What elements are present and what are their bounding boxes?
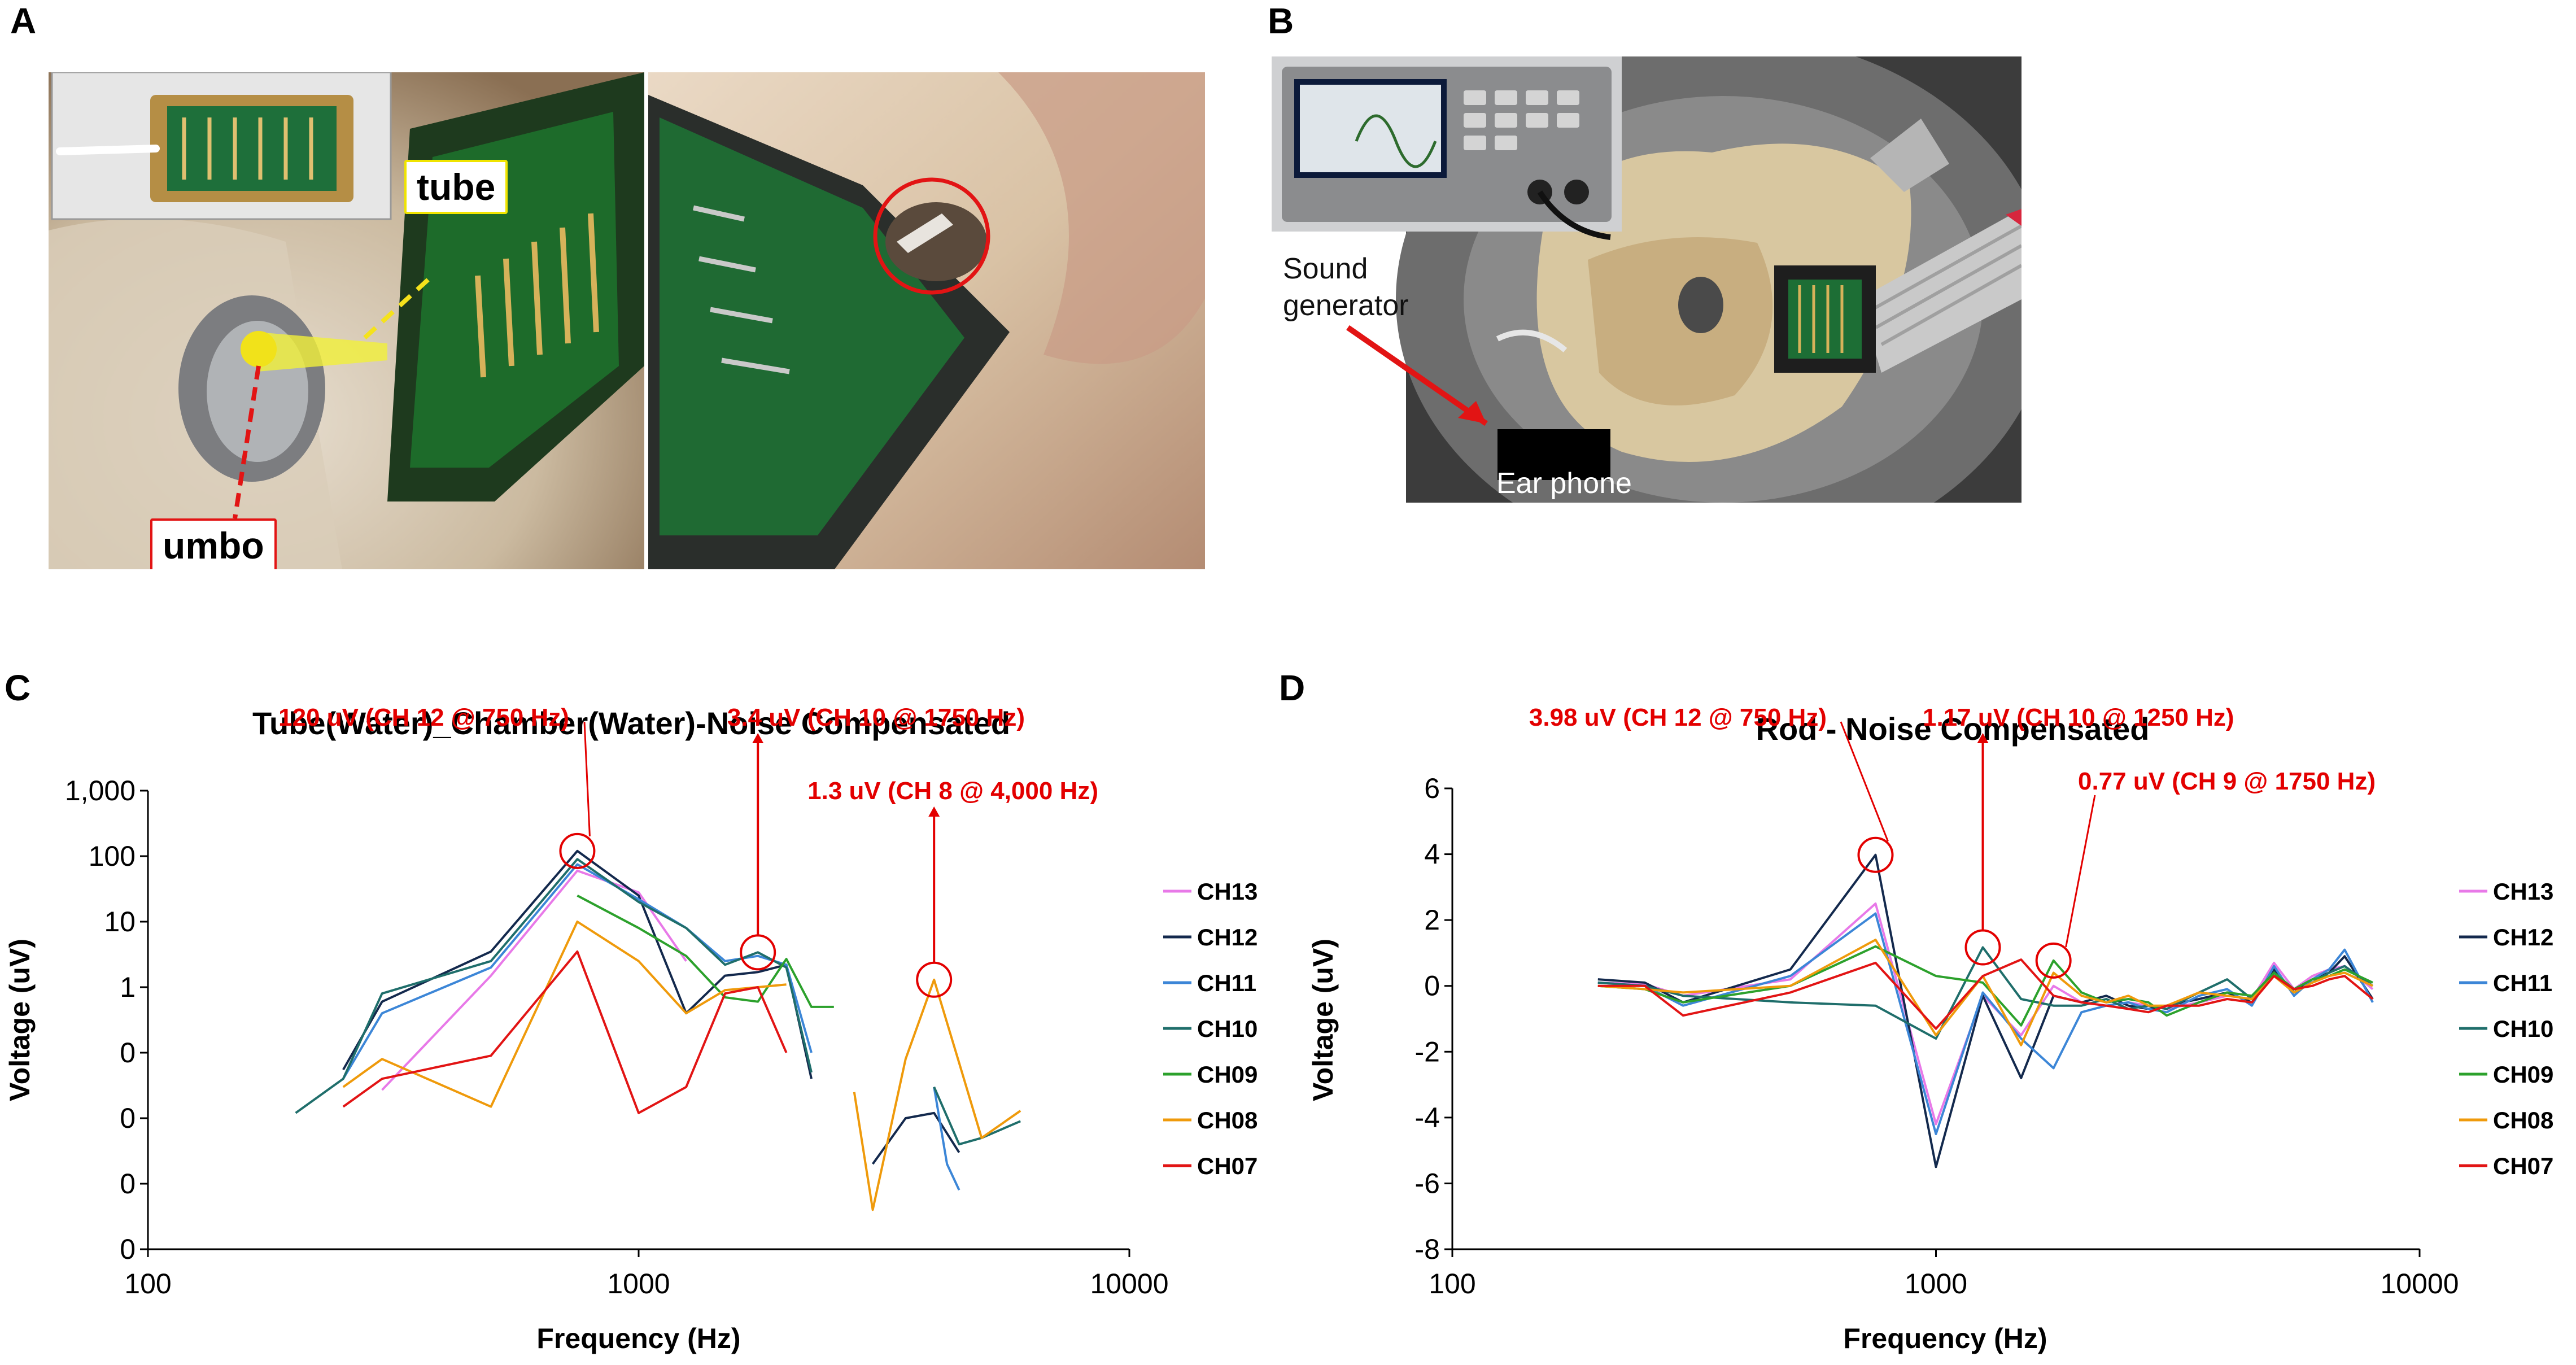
chart-c-annotation-label: 3.4 uV (CH 10 @ 1750 Hz) (727, 704, 1025, 731)
chart-c-ytick-label: 10 (104, 906, 136, 937)
chart-c-legend-item: CH08 (1197, 1107, 1258, 1133)
chart-d-series-ch09 (1597, 945, 2373, 1027)
tube-label: tube (404, 160, 508, 214)
chart-c-legend-item: CH07 (1197, 1153, 1258, 1179)
chart-c-annotation-arrow (583, 721, 591, 836)
chart-d-ytick-label: 4 (1424, 839, 1440, 870)
chart-c-annotation-arrowhead (928, 806, 940, 817)
photo-a-right (648, 72, 1205, 569)
chart-c-series-ch08 (342, 921, 787, 1108)
chart-c-ylabel: Voltage (uV) (4, 939, 36, 1101)
chart-c-legend-item: CH11 (1197, 970, 1256, 996)
chart-d-series-ch11 (1597, 912, 2374, 1135)
chart-d: Rod - Noise Compensated -8 -6 -4 -2 0 2 4 6 100… (1307, 704, 2553, 1354)
chart-c: Tube(Water)_Chamber(Water)-Noise Compens… (4, 704, 1258, 1354)
chart-d-annotation-label: 3.98 uV (CH 12 @ 750 Hz) (1529, 704, 1827, 731)
chart-c-legend-item: CH10 (1197, 1015, 1258, 1042)
chart-c-series-ch12 (342, 849, 813, 1079)
panel-label-d: D (1279, 668, 1305, 708)
chart-c-title: Tube(Water)_Chamber(Water)-Noise Compens… (252, 705, 1010, 741)
chart-c-ytick-label: 1 (120, 971, 136, 1003)
chart-c-series-ch10 (295, 858, 813, 1114)
chart-d-annotation-arrowhead (1977, 733, 1989, 743)
chart-c-xlabel: Frequency (Hz) (536, 1323, 740, 1354)
chart-d-series-ch07 (1597, 958, 2374, 1030)
sound-generator-label: Sound generator (1283, 252, 1409, 322)
chart-d-annotation-arrow (2065, 795, 2096, 948)
chart-d-xlabel: Frequency (Hz) (1843, 1323, 2047, 1354)
chart-c-series-ch13 (381, 869, 687, 1091)
chart-d-ytick-label: 2 (1424, 904, 1440, 936)
chart-c-ytick-label: 0 (120, 1168, 136, 1200)
chart-d-ylabel: Voltage (uV) (1307, 939, 1339, 1101)
chart-c-ytick-label: 0 (120, 1233, 136, 1265)
chart-c-xtick-label: 100 (124, 1268, 171, 1299)
chart-d-ytick-label: -4 (1415, 1102, 1440, 1133)
chart-d-ytick-label: -8 (1415, 1233, 1440, 1265)
chart-d-legend-item: CH13 (2493, 878, 2553, 905)
chart-d-series-ch12 (1597, 853, 2374, 1168)
chart-c-series-ch12 (871, 1111, 960, 1165)
chart-c-annotation-label: 1.3 uV (CH 8 @ 4,000 Hz) (807, 777, 1098, 805)
chart-c-annotation-label: 120 uV (CH 12 @ 750 Hz) (278, 704, 569, 731)
chart-d-series-ch13 (1597, 902, 2374, 1126)
chart-c-ytick-label: 1,000 (65, 775, 136, 806)
chart-d-ytick-label: 0 (1424, 970, 1440, 1002)
panel-label-a: A (10, 1, 37, 41)
chart-c-legend-item: CH12 (1197, 924, 1258, 950)
chart-c-series-ch11 (933, 1087, 960, 1191)
chart-c-annotation-circle (559, 832, 596, 869)
chart-c-series-ch09 (577, 895, 834, 1008)
chart-c-series-ch08 (853, 978, 1021, 1211)
chart-c-annotation-arrowhead (752, 733, 764, 743)
chart-d-annotation-circle (1964, 929, 2001, 966)
chart-d-title: Rod - Noise Compensated (1756, 711, 2150, 747)
chart-d-annotation-circle (1857, 836, 1894, 873)
chart-c-legend-item: CH09 (1197, 1061, 1258, 1088)
chart-d-xtick-label: 1000 (1905, 1268, 1967, 1299)
earphone-label: Ear phone (1496, 467, 1632, 500)
chart-d-legend-item: CH11 (2493, 970, 2552, 996)
photo-b: Sound generator Ear phone (1272, 56, 2021, 503)
chart-d-ytick-label: -2 (1415, 1036, 1440, 1067)
chart-d-annotation-circle (2035, 942, 2072, 979)
chart-d-ytick-label: 6 (1424, 773, 1440, 804)
panel-label-c: C (5, 668, 30, 708)
chart-d-xtick-label: 100 (1429, 1268, 1475, 1299)
chart-c-series-ch10 (933, 1086, 1021, 1146)
chart-d-xtick-label: 10000 (2380, 1268, 2459, 1299)
chart-d-legend-item: CH10 (2493, 1015, 2553, 1042)
chart-d-legend-item: CH12 (2493, 924, 2553, 950)
chart-d-legend-item: CH07 (2493, 1153, 2553, 1179)
panel-label-b: B (1268, 1, 1294, 41)
chart-c-ytick-label: 0 (120, 1037, 136, 1069)
charts: C D Tube(Water)_Chamber(Water)-Noise Com… (4, 668, 2553, 1354)
chart-c-xtick-label: 10000 (1090, 1268, 1168, 1299)
chart-d-annotation-arrow (1840, 721, 1889, 842)
umbo-label: umbo (150, 518, 277, 569)
chart-d-ytick-label: -6 (1415, 1167, 1440, 1199)
chart-d-annotation-label: 0.77 uV (CH 9 @ 1750 Hz) (2078, 767, 2376, 795)
chart-c-series-ch07 (342, 950, 788, 1114)
chart-c-xtick-label: 1000 (607, 1268, 670, 1299)
photo-a-left: tube umbo (49, 72, 644, 569)
chart-d-legend-item: CH08 (2493, 1107, 2553, 1133)
chart-c-ytick-label: 0 (120, 1102, 136, 1134)
chart-c-legend-item: CH13 (1197, 878, 1258, 905)
chart-c-ytick-label: 100 (89, 840, 136, 872)
chart-d-legend-item: CH09 (2493, 1061, 2553, 1088)
chart-d-annotation-label: 1.17 uV (CH 10 @ 1250 Hz) (1923, 704, 2234, 731)
